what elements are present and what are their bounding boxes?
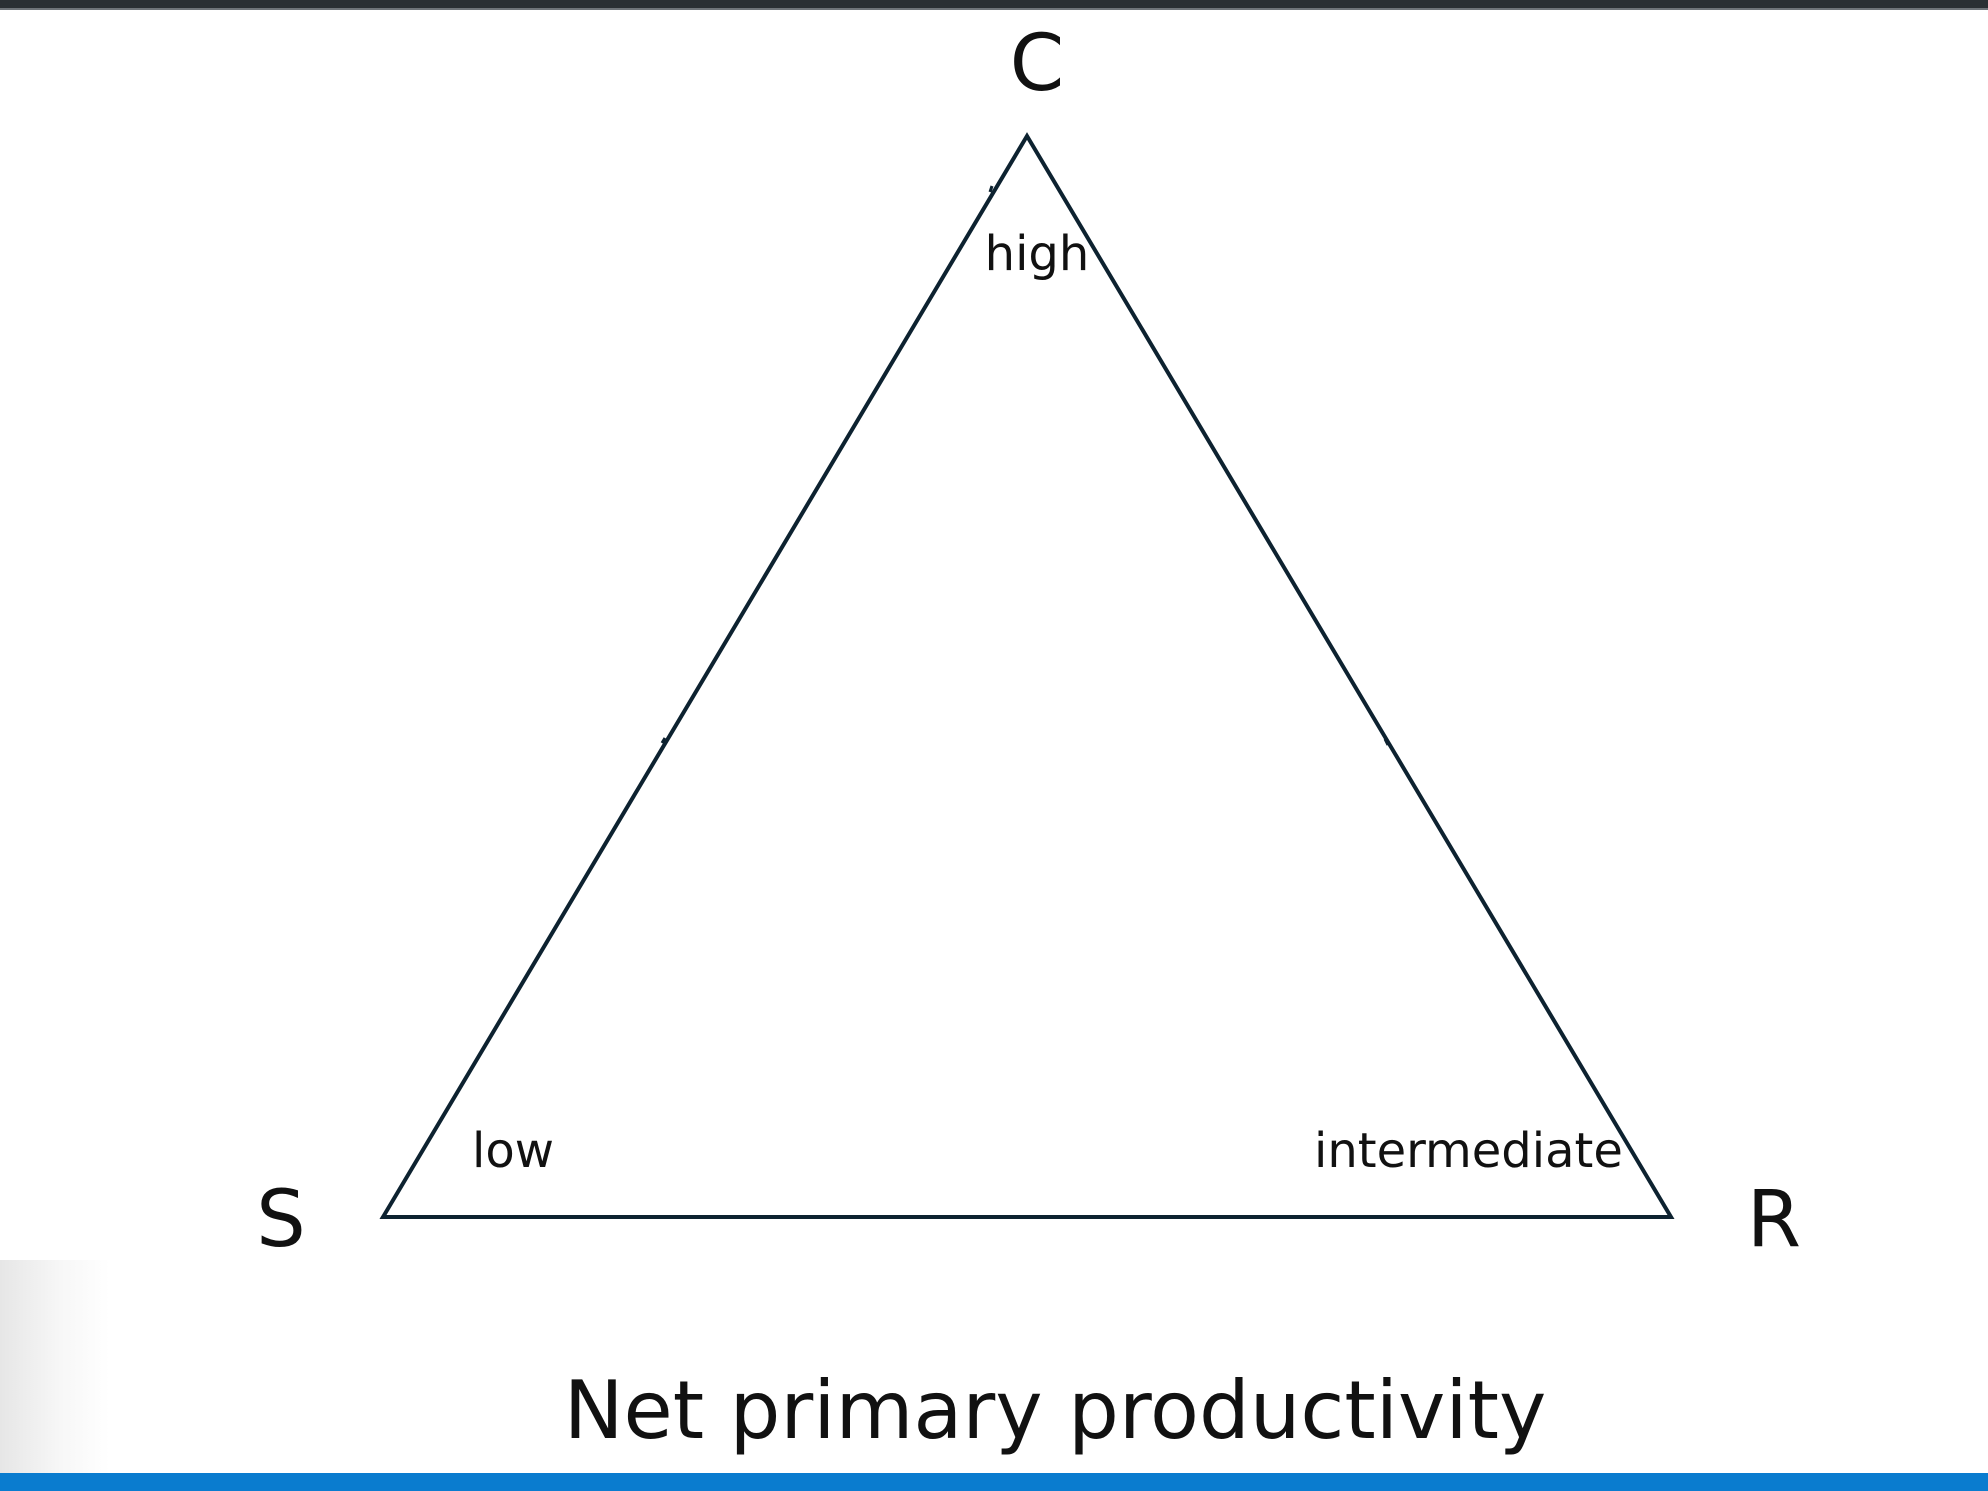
level-label-low: low bbox=[472, 1123, 554, 1179]
vertex-label-c: C bbox=[1010, 19, 1064, 109]
level-label-high: high bbox=[985, 226, 1090, 282]
bottom-accent-bar bbox=[0, 1473, 1988, 1491]
top-border bbox=[0, 0, 1988, 10]
right-edge-jog bbox=[1383, 738, 1390, 746]
vertex-label-s: S bbox=[256, 1175, 306, 1265]
corner-shadow bbox=[0, 1260, 110, 1473]
diagram-caption: Net primary productivity bbox=[564, 1364, 1547, 1457]
triangle-outline bbox=[379, 132, 1675, 1219]
left-edge-jog-lower bbox=[660, 737, 667, 744]
top-border-highlight bbox=[0, 8, 1988, 10]
level-label-intermediate: intermediate bbox=[1314, 1123, 1623, 1179]
vertex-label-r: R bbox=[1747, 1175, 1801, 1265]
left-edge-jog-upper bbox=[988, 185, 994, 193]
